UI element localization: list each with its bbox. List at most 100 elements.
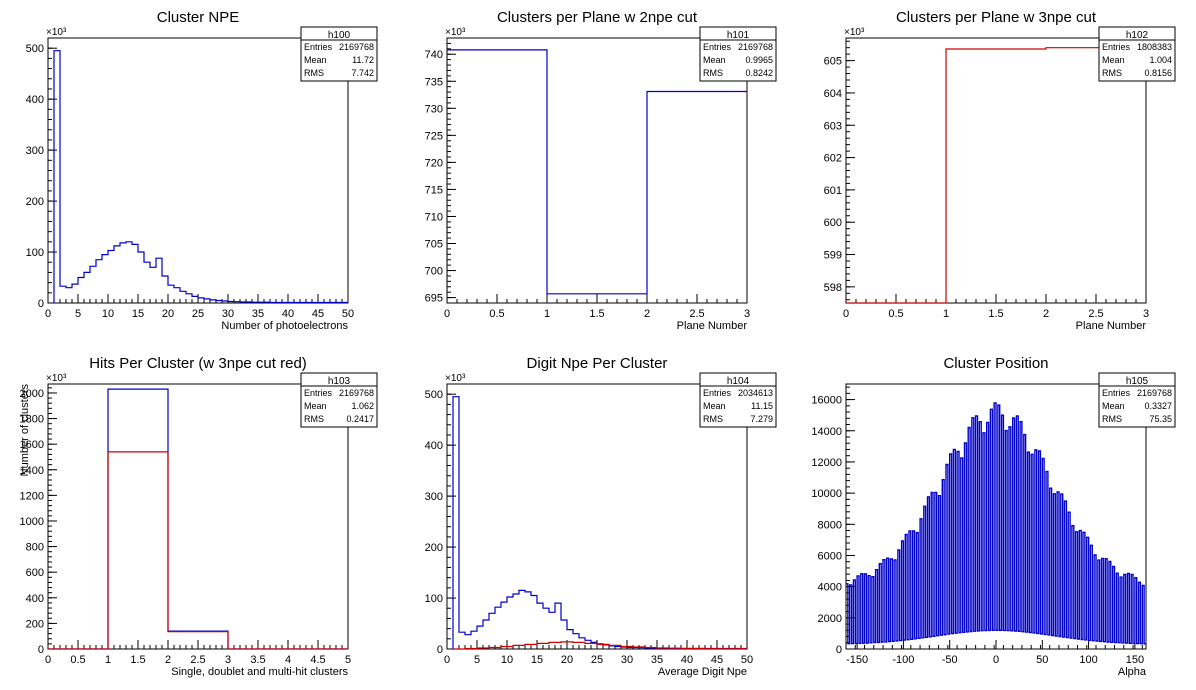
x-tick-label: 20: [561, 654, 573, 666]
y-exponent-label: ×10³: [445, 27, 466, 38]
y-tick-label: 2000: [818, 613, 842, 625]
histogram-series-line: [846, 402, 1146, 645]
y-tick-label: 1200: [20, 490, 44, 502]
y-tick-label: 603: [824, 120, 842, 132]
y-tick-label: 601: [824, 185, 842, 197]
y-tick-label: 10000: [811, 488, 842, 500]
stats-row-value: 0.9965: [745, 55, 773, 65]
x-tick-label: 2: [1043, 308, 1049, 320]
y-tick-label: 100: [26, 247, 44, 259]
x-tick-label: 0.5: [489, 308, 504, 320]
x-tick-label: -50: [942, 654, 958, 666]
y-tick-label: 725: [425, 130, 443, 142]
stats-row-label: Entries: [703, 42, 732, 52]
y-tick-label: 2000: [20, 388, 44, 400]
y-tick-label: 800: [26, 542, 44, 554]
stats-row-label: Mean: [703, 55, 726, 65]
histogram-series-line: [846, 47, 1146, 303]
y-tick-label: 200: [425, 542, 443, 554]
histogram-panel-h103: Hits Per Cluster (w 3npe cut red) 0 0.5 1 1.…: [19, 355, 378, 678]
x-tick-label: 3: [1143, 308, 1149, 320]
histogram-panel-h104: Digit Npe Per Cluster 0 5 10 15 20 25 30 35 40 45 5…: [425, 355, 777, 678]
y-tick-label: 6000: [818, 550, 842, 562]
y-tick-label: 500: [26, 43, 44, 55]
stats-box-name: h104: [727, 376, 750, 387]
x-axis-label: Average Digit Npe: [658, 666, 747, 678]
x-tick-label: 45: [312, 308, 324, 320]
stats-row-label: RMS: [304, 68, 324, 78]
y-tick-label: 500: [425, 389, 443, 401]
x-axis-label: Plane Number: [1076, 320, 1147, 332]
stats-row-value: 0.8242: [745, 68, 773, 78]
y-tick-label: 1600: [20, 439, 44, 451]
histogram-panel-h102: Clusters per Plane w 3npe cut 0 0.5 1 1.5 2 2.…: [824, 9, 1176, 332]
stats-row-label: RMS: [703, 414, 723, 424]
y-tick-label: 710: [425, 211, 443, 223]
stats-row-value: 2169768: [339, 388, 374, 398]
y-tick-label: 400: [26, 94, 44, 106]
y-tick-label: 715: [425, 184, 443, 196]
y-tick-label: 700: [425, 266, 443, 278]
x-tick-label: -150: [846, 654, 868, 666]
x-tick-label: 30: [222, 308, 234, 320]
stats-row-value: 7.742: [351, 68, 374, 78]
stats-row-label: RMS: [304, 414, 324, 424]
x-tick-label: 1: [544, 308, 550, 320]
stats-row-label: Entries: [703, 388, 732, 398]
stats-box-frame: [1098, 26, 1176, 82]
plot-area: [48, 388, 348, 649]
x-tick-label: 1.5: [130, 654, 145, 666]
x-tick-label: 40: [681, 654, 693, 666]
y-tick-label: 600: [26, 567, 44, 579]
stats-row-value: 2169768: [1137, 388, 1172, 398]
x-tick-label: 30: [621, 654, 633, 666]
stats-box-frame: [699, 372, 777, 428]
stats-box-frame: [699, 26, 777, 82]
stats-row-label: Mean: [304, 55, 327, 65]
y-tick-label: 695: [425, 293, 443, 305]
stats-row-label: RMS: [1102, 414, 1122, 424]
stats-row-value: 2034613: [738, 388, 773, 398]
stats-box-name: h101: [727, 30, 750, 41]
plot-area: [53, 50, 348, 303]
plot-area: [452, 396, 747, 649]
y-tick-label: 0: [836, 644, 842, 656]
x-tick-label: 50: [741, 654, 753, 666]
chart-title: Cluster Position: [943, 355, 1048, 372]
stats-box-frame: [300, 372, 378, 428]
x-tick-label: 2.5: [1088, 308, 1103, 320]
x-tick-label: 150: [1126, 654, 1144, 666]
x-tick-label: 0: [444, 308, 450, 320]
y-tick-label: 730: [425, 103, 443, 115]
x-tick-label: 1: [105, 654, 111, 666]
x-tick-label: 100: [1079, 654, 1097, 666]
x-tick-label: 0.5: [888, 308, 903, 320]
x-tick-label: 2: [165, 654, 171, 666]
x-tick-label: 50: [1036, 654, 1048, 666]
y-tick-label: 4000: [818, 582, 842, 594]
histogram-series-line: [48, 451, 348, 649]
stats-box-name: h102: [1126, 30, 1149, 41]
stats-row-value: 0.3327: [1144, 401, 1172, 411]
stats-row-label: Entries: [304, 42, 333, 52]
stats-box-name: h100: [328, 30, 351, 41]
stats-row-label: Mean: [703, 401, 726, 411]
x-tick-label: 0: [993, 654, 999, 666]
y-exponent-label: ×10³: [46, 373, 67, 384]
x-tick-label: 40: [282, 308, 294, 320]
chart-title: Clusters per Plane w 3npe cut: [896, 9, 1097, 26]
x-axis-label: Single, doublet and multi-hit clusters: [171, 666, 348, 678]
x-tick-label: 45: [711, 654, 723, 666]
stats-row-label: Mean: [1102, 55, 1125, 65]
y-tick-label: 0: [38, 298, 44, 310]
stats-row-label: Entries: [1102, 42, 1131, 52]
x-tick-label: 0: [444, 654, 450, 666]
plot-area: [846, 402, 1146, 645]
x-tick-label: 0: [843, 308, 849, 320]
stats-row-label: RMS: [1102, 68, 1122, 78]
y-tick-label: 599: [824, 250, 842, 262]
